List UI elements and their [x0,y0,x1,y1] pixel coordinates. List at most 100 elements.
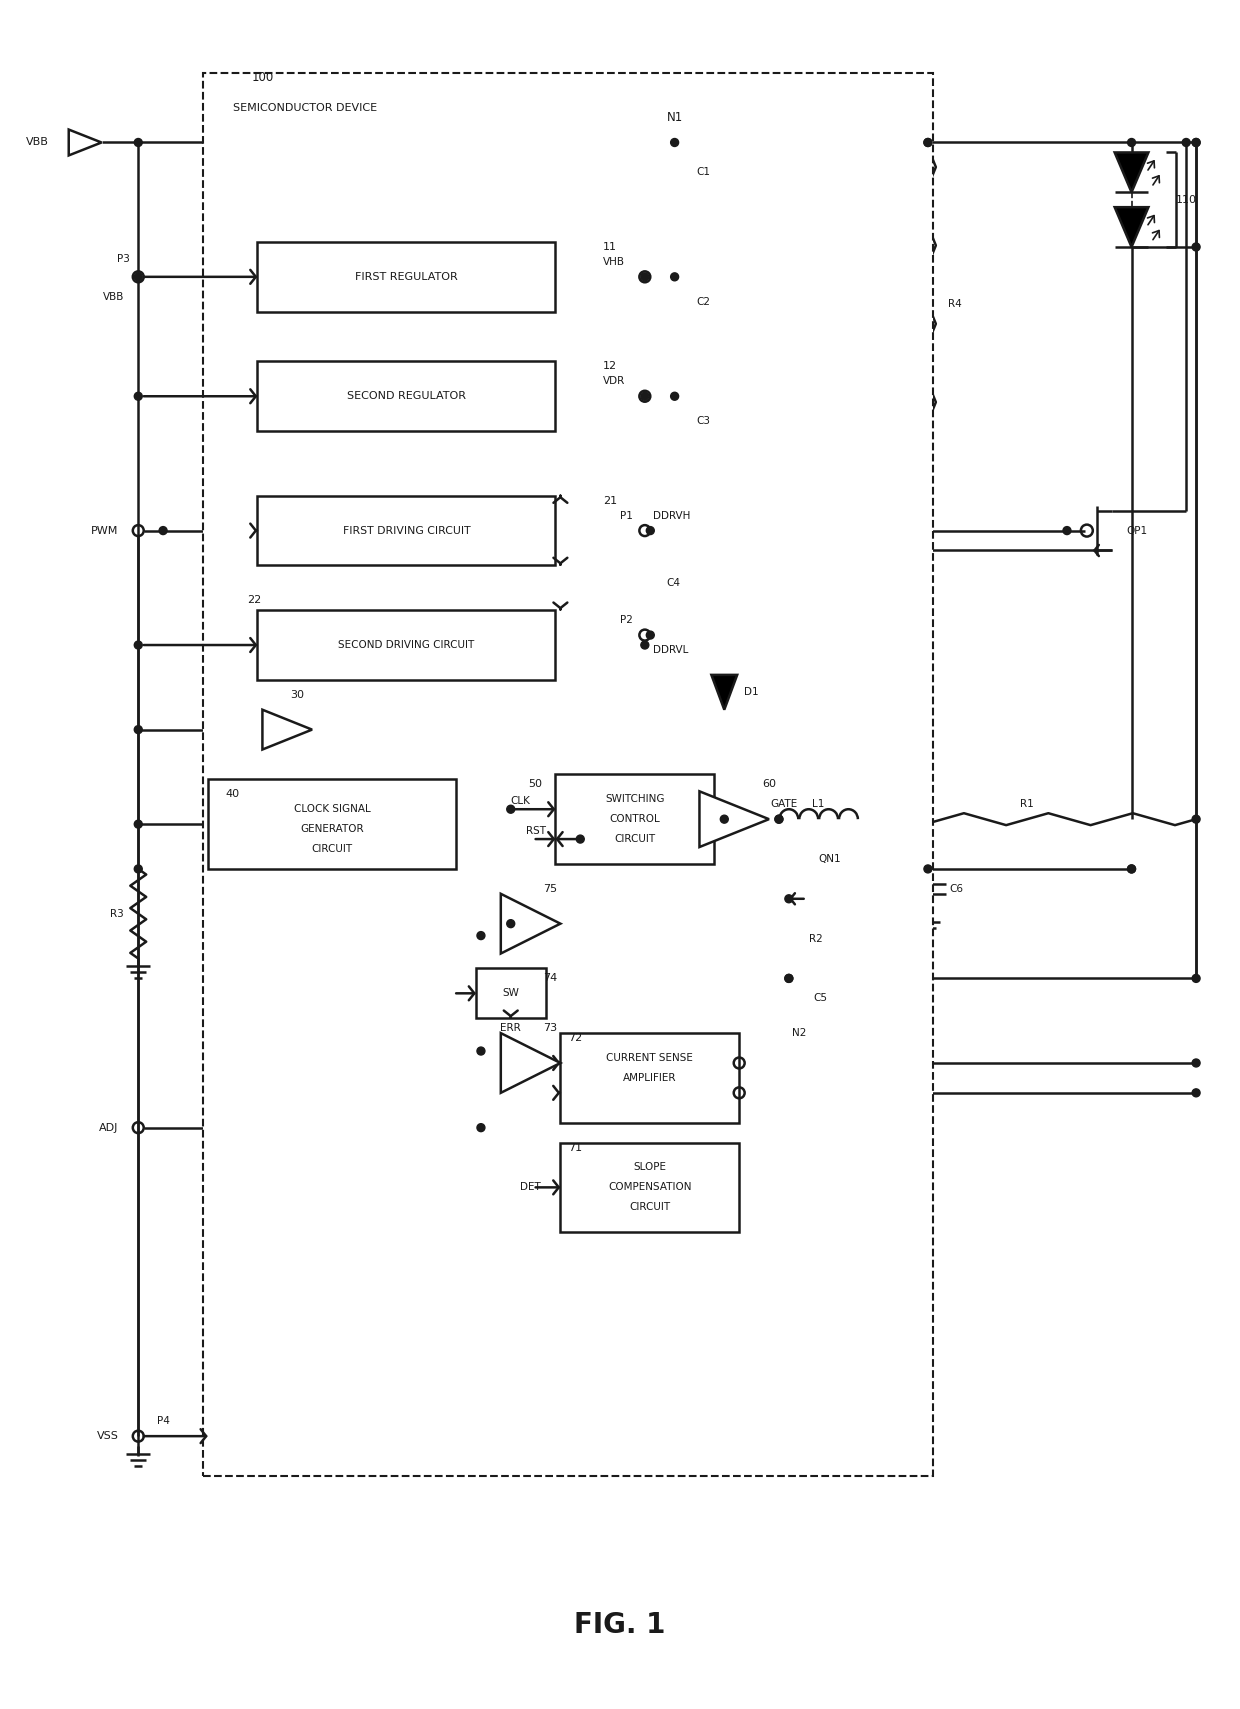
Text: C5: C5 [813,993,827,1003]
Text: 11: 11 [603,243,618,251]
Circle shape [134,138,143,147]
Polygon shape [263,709,312,750]
Text: 50: 50 [528,779,543,790]
Text: C1: C1 [697,167,711,178]
Circle shape [477,931,485,940]
Text: RST: RST [526,825,546,836]
Circle shape [1127,865,1136,873]
Text: CLOCK SIGNAL: CLOCK SIGNAL [294,805,371,813]
Text: CLK: CLK [511,796,531,807]
Circle shape [507,805,515,813]
Circle shape [1192,815,1200,824]
Bar [258,496,556,566]
Circle shape [1192,138,1200,147]
Text: DDRVL: DDRVL [652,644,688,655]
Circle shape [924,865,932,873]
Bar [258,610,556,680]
Text: 40: 40 [226,790,239,800]
Text: 12: 12 [603,361,618,371]
Text: GATE: GATE [770,800,797,810]
Text: GENERATOR: GENERATOR [300,824,363,834]
Text: R4: R4 [947,299,961,309]
Text: DET: DET [520,1183,541,1193]
Circle shape [1182,138,1190,147]
Polygon shape [501,894,560,954]
Circle shape [671,138,678,147]
Text: R2: R2 [808,933,822,943]
Text: ADJ: ADJ [99,1123,118,1133]
Circle shape [134,641,143,649]
Bar [203,73,932,1477]
Circle shape [924,138,932,147]
Circle shape [577,836,584,843]
Circle shape [671,393,678,400]
Circle shape [159,526,167,535]
Text: 100: 100 [252,72,274,84]
Text: QN1: QN1 [818,854,841,865]
Circle shape [1127,865,1136,873]
Bar [556,774,714,865]
Bar [258,361,556,431]
Text: R1: R1 [1021,800,1034,810]
Text: C3: C3 [697,415,711,426]
Text: C4: C4 [667,578,681,588]
Polygon shape [712,675,738,709]
Circle shape [477,1048,485,1054]
Text: 71: 71 [568,1143,583,1152]
Text: N1: N1 [667,111,683,125]
Text: P1: P1 [620,511,632,521]
Text: AMPLIFIER: AMPLIFIER [622,1073,677,1084]
Circle shape [1063,526,1071,535]
Circle shape [1192,138,1200,147]
Bar [476,969,546,1019]
Text: 75: 75 [543,884,558,894]
Bar [560,1143,739,1232]
Text: C2: C2 [697,297,711,306]
Text: D1: D1 [744,687,759,697]
Text: FIG. 1: FIG. 1 [574,1612,666,1639]
Circle shape [477,1125,485,1131]
Text: SEMICONDUCTOR DEVICE: SEMICONDUCTOR DEVICE [233,103,377,113]
Circle shape [1192,974,1200,983]
Text: VSS: VSS [97,1430,118,1441]
Text: 22: 22 [248,595,262,605]
Text: SECOND DRIVING CIRCUIT: SECOND DRIVING CIRCUIT [339,641,475,649]
Bar [208,779,456,868]
Text: PWM: PWM [91,526,118,535]
Circle shape [1192,1060,1200,1066]
Polygon shape [1115,152,1148,191]
Circle shape [507,919,515,928]
Circle shape [134,820,143,829]
Circle shape [134,865,143,873]
Text: 30: 30 [290,690,304,699]
Text: 74: 74 [543,974,558,983]
Circle shape [646,526,655,535]
Text: CIRCUIT: CIRCUIT [629,1201,671,1212]
Circle shape [134,273,143,280]
Text: SWITCHING: SWITCHING [605,795,665,805]
Polygon shape [1115,207,1148,248]
Text: C6: C6 [950,884,963,894]
Circle shape [720,815,728,824]
Text: 73: 73 [543,1024,558,1034]
Text: 110: 110 [1176,195,1197,205]
Text: ERR: ERR [501,1024,521,1034]
Text: SW: SW [502,988,520,998]
Text: N2: N2 [791,1029,806,1037]
Text: DDRVH: DDRVH [652,511,691,521]
Text: CURRENT SENSE: CURRENT SENSE [606,1053,693,1063]
Text: SECOND REGULATOR: SECOND REGULATOR [347,391,466,402]
Circle shape [924,138,932,147]
Text: FIRST REGULATOR: FIRST REGULATOR [355,272,458,282]
Circle shape [641,273,649,280]
Text: COMPENSATION: COMPENSATION [608,1183,692,1193]
Text: VBB: VBB [26,137,48,147]
Circle shape [785,974,792,983]
Text: CIRCUIT: CIRCUIT [614,834,656,844]
Text: 72: 72 [568,1034,583,1042]
Circle shape [646,631,655,639]
Circle shape [1192,243,1200,251]
Polygon shape [699,791,769,848]
Text: VHB: VHB [603,256,625,267]
Text: P3: P3 [117,255,130,263]
